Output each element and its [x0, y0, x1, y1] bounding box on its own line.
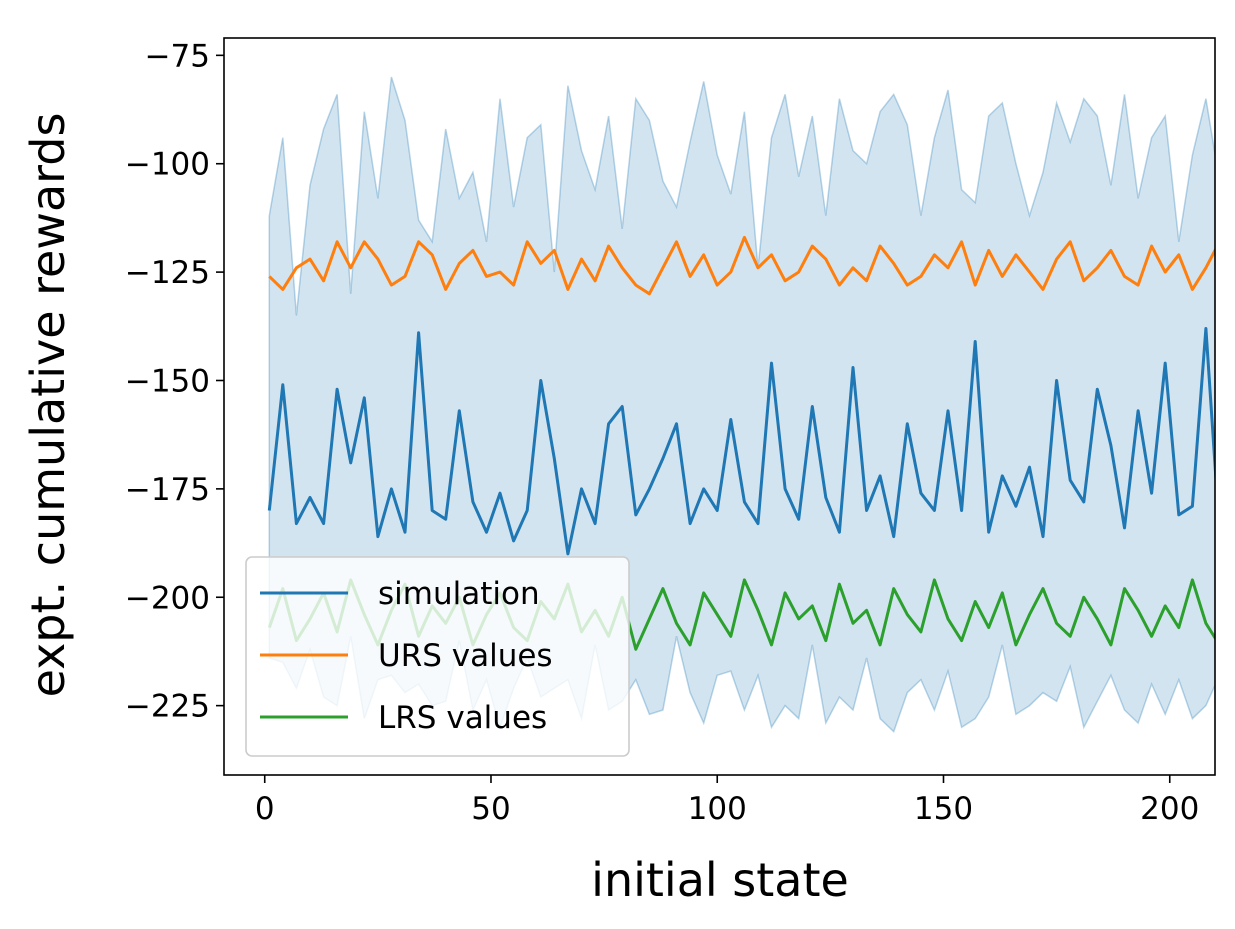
legend: simulation URS values LRS values	[245, 556, 630, 757]
legend-label-urs-values: URS values	[378, 638, 553, 674]
x-tick-label: 50	[471, 791, 510, 827]
x-tick-label: 200	[1140, 791, 1199, 827]
axes-frame	[223, 37, 1216, 776]
legend-box	[245, 556, 630, 757]
y-tick-label: −125	[125, 255, 210, 291]
x-axis: 0 50 100 150 200	[255, 775, 1199, 827]
y-tick-label: −75	[145, 38, 210, 74]
x-tick-label: 0	[255, 791, 275, 827]
x-tick-label: 150	[914, 791, 973, 827]
legend-label-simulation: simulation	[378, 576, 540, 612]
y-axis-title: expt. cumulative rewards	[21, 113, 75, 698]
y-axis: −75 −100 −125 −150 −175 −200 −225	[125, 38, 224, 725]
y-tick-label: −200	[125, 580, 210, 616]
y-tick-label: −225	[125, 689, 210, 725]
legend-label-lrs-values: LRS values	[378, 700, 547, 736]
x-tick-label: 100	[688, 791, 747, 827]
x-axis-title: initial state	[591, 853, 849, 907]
series-line-simulation	[267, 327, 1215, 556]
y-tick-label: −150	[125, 363, 210, 399]
series-line-urs-values	[268, 235, 1215, 296]
y-tick-label: −100	[125, 147, 210, 183]
y-tick-label: −175	[125, 472, 210, 508]
